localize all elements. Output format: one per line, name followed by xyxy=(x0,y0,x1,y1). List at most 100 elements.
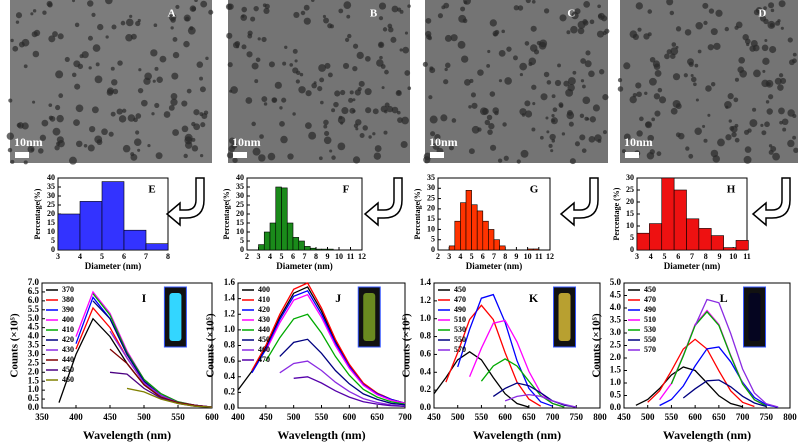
legend-label: 430 xyxy=(258,315,270,324)
x-tick-label: 550 xyxy=(665,412,679,422)
x-tick-label: 10 xyxy=(335,252,343,261)
y-tick-label: 1.0 xyxy=(224,324,236,334)
nanoparticle xyxy=(254,79,259,84)
y-tick-label: 5.5 xyxy=(28,304,40,314)
bar xyxy=(448,245,456,251)
nanoparticle xyxy=(229,89,233,93)
bar xyxy=(263,231,271,251)
x-tick-label: 550 xyxy=(171,412,185,422)
panel-label: E xyxy=(148,184,155,196)
bar xyxy=(101,181,125,251)
nanoparticle xyxy=(247,33,253,39)
nanoparticle xyxy=(189,5,197,12)
legend-label: 510 xyxy=(454,315,466,324)
y-tick-label: 5.0 xyxy=(610,277,622,287)
nanoparticle xyxy=(656,151,662,157)
x-tick-label: 6 xyxy=(122,252,126,261)
nanoparticle xyxy=(584,60,592,68)
x-tick-label: 500 xyxy=(641,412,655,422)
nanoparticle xyxy=(644,121,653,129)
nanoparticle xyxy=(770,8,775,13)
nanoparticle xyxy=(702,124,706,128)
x-tick-label: 600 xyxy=(343,412,357,422)
y-tick-label: 3.5 xyxy=(28,340,40,350)
nanoparticle xyxy=(305,90,312,97)
nanoparticle xyxy=(738,56,746,64)
nanoparticle xyxy=(487,129,493,135)
nanoparticle xyxy=(707,113,711,117)
y-tick-label: 0 xyxy=(630,245,634,254)
bar xyxy=(281,187,288,251)
spectrum-line xyxy=(670,310,767,407)
nanoparticle xyxy=(116,108,123,115)
nanoparticle xyxy=(768,2,775,9)
arrows xyxy=(165,177,791,227)
nanoparticle xyxy=(27,145,35,153)
bar xyxy=(327,248,334,251)
y-tick-label: 3.0 xyxy=(610,327,622,337)
nanoparticle xyxy=(669,10,675,16)
nanoparticle xyxy=(189,26,194,31)
nanoparticle xyxy=(181,100,188,107)
y-tick-label: 15 xyxy=(427,214,435,223)
nanoparticle xyxy=(348,97,354,103)
nanoparticle xyxy=(477,69,484,76)
nanoparticle xyxy=(352,156,361,164)
nanoparticle xyxy=(12,45,19,52)
nanoparticle xyxy=(365,107,372,114)
nanoparticle xyxy=(643,140,648,145)
nanoparticle xyxy=(257,37,261,41)
nanoparticle xyxy=(492,107,500,114)
nanoparticle xyxy=(384,102,390,108)
nanoparticle xyxy=(744,38,751,45)
plot-frame xyxy=(433,282,601,409)
y-tick-label: 0 xyxy=(51,245,55,254)
nanoparticle xyxy=(582,96,591,105)
x-tick-label: 450 xyxy=(103,412,117,422)
x-tick-label: 7 xyxy=(690,252,694,261)
nanoparticle xyxy=(308,131,317,140)
panel-label: I xyxy=(142,291,147,305)
x-tick-label: 5 xyxy=(100,252,104,261)
y-tick-label: 15 xyxy=(626,209,634,218)
bar xyxy=(698,228,712,251)
nanoparticle xyxy=(55,70,64,79)
nanoparticle xyxy=(342,62,350,70)
nanoparticle xyxy=(688,153,694,159)
panel-label: G xyxy=(530,184,539,196)
y-axis-title: Counts (×10⁵) xyxy=(401,313,413,378)
legend-label: 450 xyxy=(454,285,466,294)
nanoparticle xyxy=(193,123,201,131)
nanoparticle xyxy=(399,48,403,52)
y-axis-title: Percentage(%) xyxy=(33,188,42,239)
nanoparticle xyxy=(268,61,275,68)
nanoparticle xyxy=(130,33,137,40)
nanoparticle xyxy=(566,30,571,35)
nanoparticle xyxy=(710,82,716,87)
nanoparticle xyxy=(284,45,288,49)
x-tick-label: 500 xyxy=(137,412,151,422)
nanoparticle xyxy=(125,33,133,42)
x-tick-label: 700 xyxy=(736,412,750,422)
bar xyxy=(292,237,300,251)
nanoparticle xyxy=(56,114,64,123)
nanoparticle xyxy=(205,56,209,61)
nanoparticle xyxy=(530,44,538,52)
nanoparticle xyxy=(530,25,537,32)
y-tick-label: 15 xyxy=(47,218,55,227)
nanoparticle xyxy=(334,90,341,97)
nanoparticle xyxy=(521,113,526,117)
curved-arrow xyxy=(559,177,599,227)
nanoparticle xyxy=(72,0,76,3)
nanoparticle xyxy=(592,104,600,112)
nanoparticle xyxy=(781,118,789,126)
x-tick-label: 12 xyxy=(546,252,554,261)
nanoparticle xyxy=(184,16,190,22)
y-tick-label: 0.5 xyxy=(28,393,40,403)
nanoparticle xyxy=(565,88,574,97)
spectrum-line xyxy=(109,330,213,408)
panel-label: L xyxy=(720,291,728,305)
nanoparticle xyxy=(329,149,333,153)
legend-label: 410 xyxy=(258,295,270,304)
